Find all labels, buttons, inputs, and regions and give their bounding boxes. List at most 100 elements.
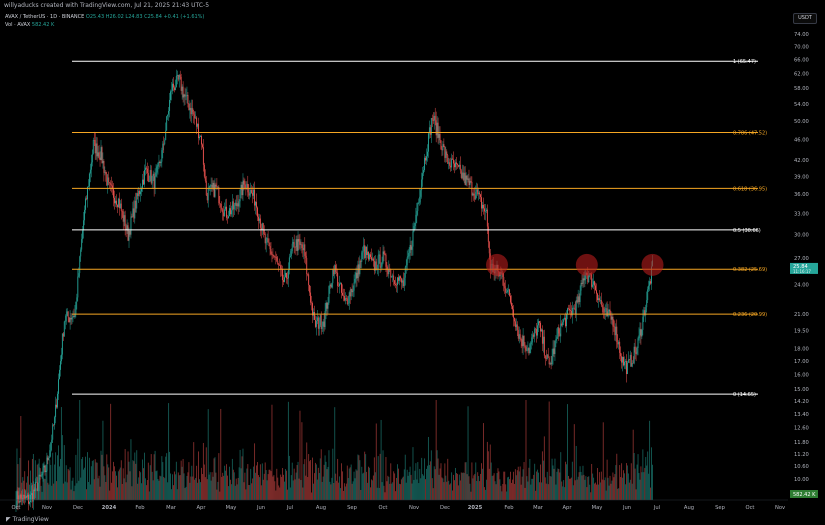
volume-bar	[342, 490, 344, 500]
candle	[469, 177, 471, 188]
candle	[211, 177, 213, 193]
candle-body	[54, 417, 56, 426]
volume-bar	[378, 487, 380, 500]
candle	[91, 149, 93, 167]
volume-bar	[404, 454, 406, 500]
axes[interactable]: 74.0070.0066.0062.0058.0054.0050.0046.00…	[0, 32, 818, 511]
candle	[546, 354, 548, 360]
candle	[76, 293, 78, 310]
candle-body	[308, 274, 310, 286]
candle-body	[478, 192, 480, 195]
candle-body	[529, 344, 531, 354]
fib-level[interactable]: 0.5 (30.66)	[72, 228, 761, 234]
candle-body	[60, 354, 62, 362]
volume-bar	[370, 479, 372, 500]
candle-body	[283, 280, 284, 282]
volume-label[interactable]: Vol · AVAX	[5, 22, 31, 28]
last-price-countdown: 11:16:17	[793, 269, 811, 274]
fib-level[interactable]: 1 (65.47)	[72, 59, 758, 65]
candle	[250, 182, 252, 198]
candle	[596, 283, 597, 302]
candle	[476, 182, 478, 199]
candle-body	[504, 286, 506, 289]
candle	[199, 134, 200, 141]
volume-bar	[246, 468, 248, 500]
candle-body	[418, 202, 420, 203]
volume-bar	[99, 486, 101, 500]
volume-bar	[508, 476, 510, 500]
candle-body	[38, 474, 40, 483]
candle	[322, 318, 324, 335]
currency-button[interactable]: USDT	[793, 13, 817, 24]
candle-body	[33, 489, 35, 492]
candle	[506, 288, 508, 294]
volume-bar	[94, 459, 96, 500]
candle-body	[43, 465, 45, 468]
candle	[400, 277, 402, 290]
candle	[597, 295, 599, 308]
candle-body	[573, 307, 575, 309]
volume-bar	[186, 476, 188, 500]
volume-bar	[193, 442, 195, 500]
candle-body	[624, 361, 625, 366]
candle	[505, 280, 507, 297]
volume-bar	[39, 477, 41, 500]
volume-bar	[27, 476, 29, 500]
candle	[237, 194, 239, 215]
fibonacci-levels[interactable]: 1 (65.47) 0.786 (47.52) 0.618 (36.95) 0.5 (…	[72, 59, 767, 398]
volume-bar	[434, 469, 436, 500]
symbol-label[interactable]: AVAX / TetherUS · 1D · BINANCE	[5, 14, 85, 20]
volume-bar	[356, 470, 358, 500]
volume-bar	[174, 474, 176, 500]
candle-body	[581, 282, 583, 284]
candle-body	[344, 298, 346, 301]
price-tick-label: 21.00	[794, 312, 809, 318]
candle	[488, 240, 490, 260]
volume-bar	[617, 488, 619, 500]
volume-bar	[17, 464, 19, 500]
time-tick-label: Nov	[42, 505, 52, 511]
fib-level[interactable]: 0.236 (20.99)	[72, 312, 767, 318]
fib-level[interactable]: 0.786 (47.52)	[72, 130, 767, 136]
candle-body	[547, 354, 549, 358]
volume-bar	[369, 467, 370, 500]
candle	[619, 338, 621, 360]
volume-bar	[357, 454, 359, 500]
candle	[622, 356, 624, 372]
volume-bar	[457, 485, 459, 500]
candle	[197, 123, 199, 129]
candle-body	[541, 329, 543, 344]
candle	[311, 295, 313, 311]
candle	[85, 196, 86, 214]
candle	[566, 310, 568, 333]
candle-body	[139, 190, 141, 195]
candle-body	[432, 119, 434, 121]
volume-bar	[583, 474, 585, 500]
candle	[610, 310, 612, 324]
candle	[290, 248, 292, 260]
volume-bar	[282, 468, 284, 500]
volume-bar	[632, 429, 634, 500]
candle	[382, 244, 384, 265]
candle-body	[635, 352, 637, 354]
candle	[410, 240, 412, 256]
candle	[291, 237, 293, 254]
candle-body	[629, 354, 631, 360]
candle-body	[545, 358, 547, 360]
candle-body	[512, 309, 514, 318]
volume-bar	[170, 473, 171, 500]
candle	[394, 279, 396, 287]
volume-bar	[423, 475, 425, 500]
candle-body	[98, 152, 100, 158]
candle-body	[610, 315, 612, 320]
fib-level[interactable]: 0.618 (36.95)	[72, 186, 767, 192]
candle-body	[232, 201, 234, 210]
fib-level[interactable]: 0 (14.65)	[72, 392, 758, 398]
candle-body	[644, 310, 646, 316]
candle	[608, 309, 610, 317]
volume-bar	[327, 466, 329, 500]
candle	[424, 153, 426, 172]
candle-body	[29, 501, 30, 504]
volume-bar	[113, 461, 115, 500]
